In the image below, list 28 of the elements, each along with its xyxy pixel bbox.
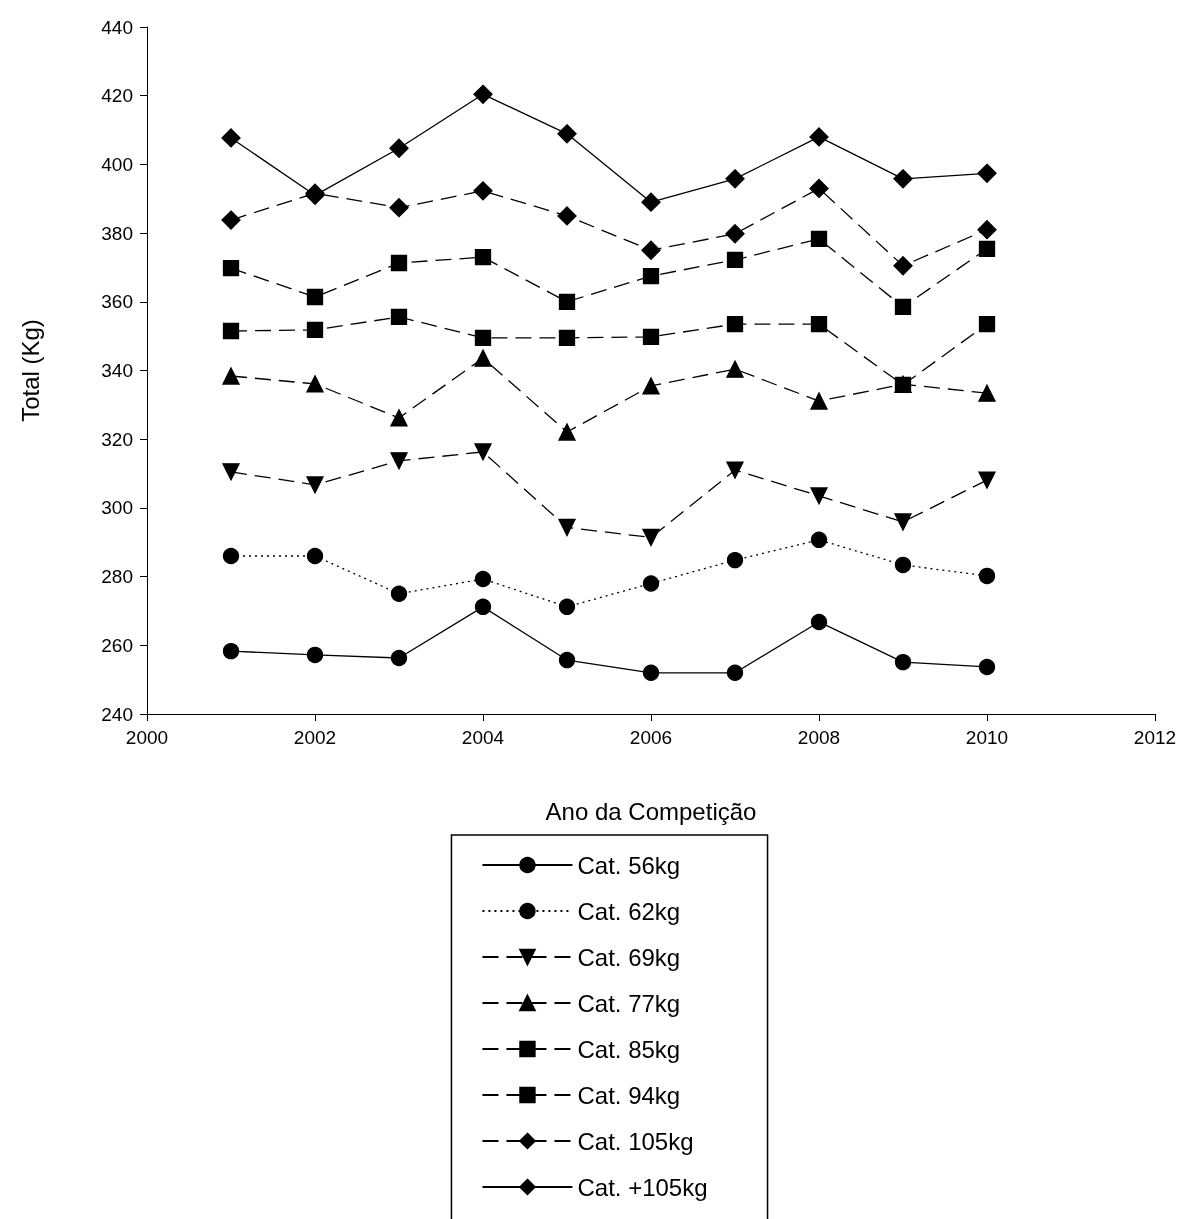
legend-label: Cat. 94kg	[577, 1081, 681, 1109]
y-axis-title: Total (Kg)	[16, 319, 44, 422]
legend-label: Cat. 85kg	[577, 1035, 681, 1063]
y-tick-label: 380	[101, 222, 133, 244]
legend-label: Cat. 77kg	[577, 989, 681, 1017]
legend-label: Cat. 69kg	[577, 943, 681, 971]
y-tick-label: 320	[101, 428, 133, 450]
x-tick-label: 2010	[965, 727, 1009, 748]
x-tick-label: 2008	[797, 727, 841, 748]
x-tick-label: 2004	[461, 727, 505, 748]
y-tick-label: 300	[101, 497, 133, 519]
x-tick-label: 2012	[1133, 727, 1177, 748]
y-tick-label: 340	[101, 360, 133, 381]
x-tick-label: 2000	[125, 727, 169, 748]
y-tick-label: 420	[101, 85, 133, 107]
legend-label: Cat. +105kg	[577, 1173, 708, 1201]
x-tick-label: 2006	[629, 727, 673, 748]
legend-label: Cat. 105kg	[577, 1127, 694, 1155]
y-tick-label: 280	[101, 566, 133, 588]
x-axis-title: Ano da Competição	[545, 797, 757, 825]
y-tick-label: 260	[101, 634, 133, 656]
y-tick-label: 360	[101, 291, 133, 313]
x-tick-label: 2002	[293, 727, 337, 748]
y-tick-label: 400	[101, 153, 133, 175]
legend-label: Cat. 62kg	[577, 897, 681, 925]
legend-label: Cat. 56kg	[577, 851, 681, 879]
y-tick-label: 240	[101, 703, 133, 725]
y-tick-label: 440	[101, 16, 133, 38]
